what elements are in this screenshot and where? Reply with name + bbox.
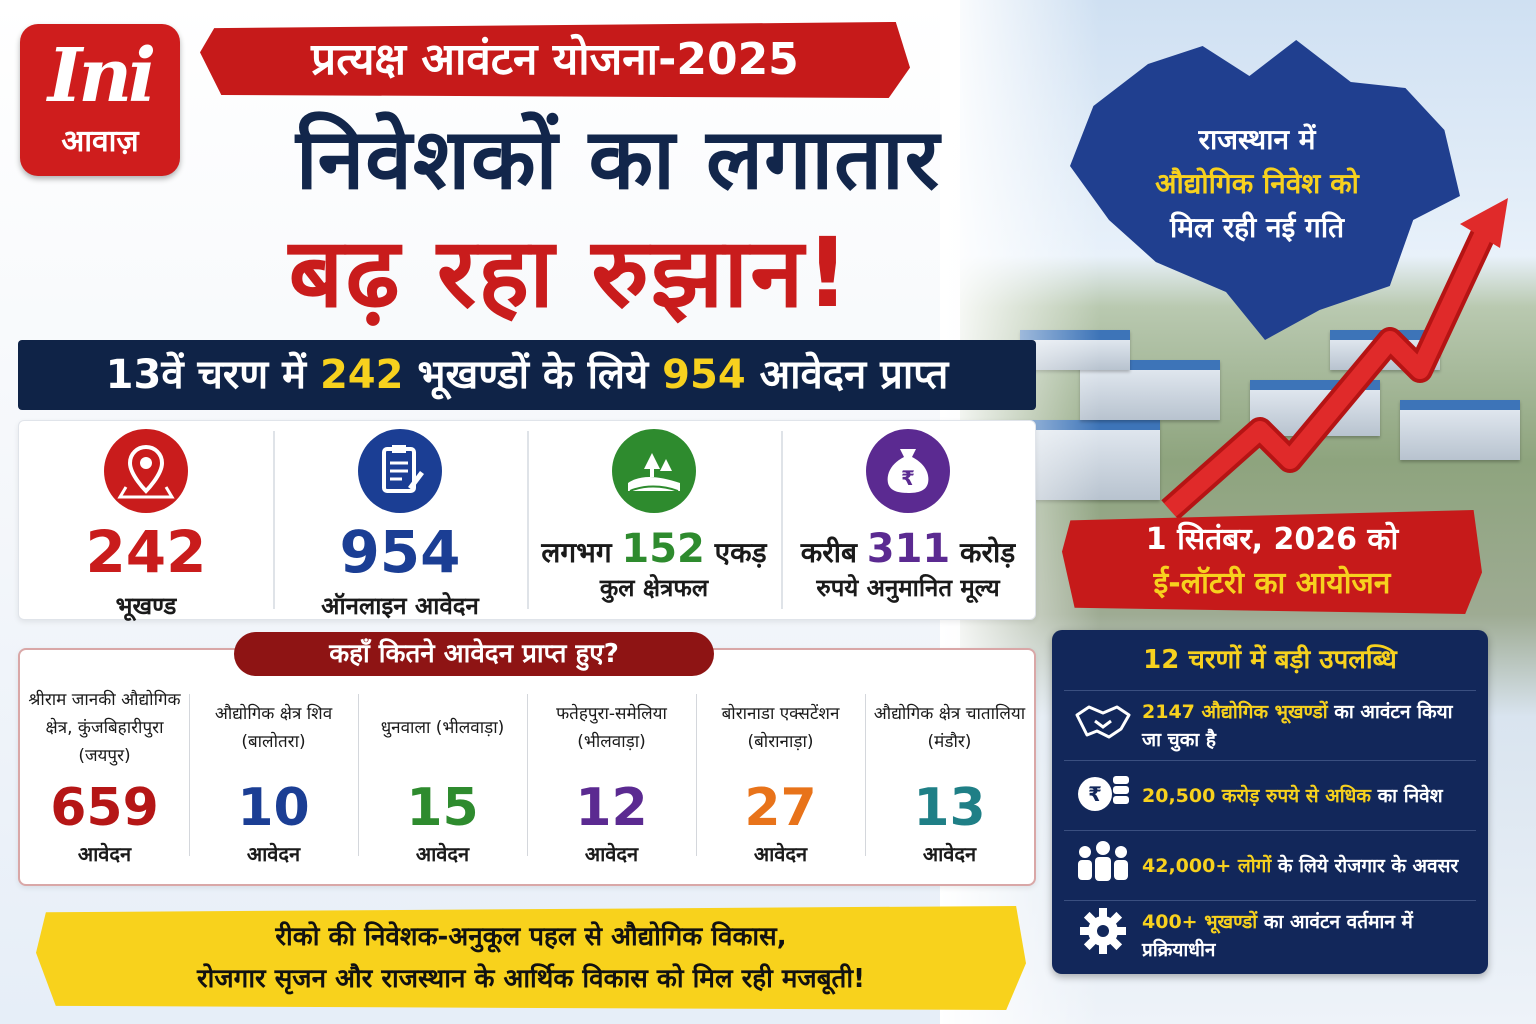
map-line3: मिल रही नई गति xyxy=(1169,211,1345,244)
application-count: 10 xyxy=(237,778,310,838)
headline-line2: बढ़ रहा रुझान! xyxy=(288,217,852,329)
applications-box: कहाँ कितने आवेदन प्राप्त हुए? श्रीराम जा… xyxy=(18,632,1036,886)
people-icon xyxy=(1064,838,1142,894)
logo-name: आवाज़ xyxy=(61,124,139,159)
footer-line2: रोजगार सृजन और राजस्थान के आर्थिक विकास … xyxy=(197,964,865,994)
footer-banner: रीको की निवेशक-अनुकूल पहल से औद्योगिक वि… xyxy=(36,906,1026,1010)
achievement-1-text: का आवंटन किया जा चुका है xyxy=(1142,700,1453,751)
achievement-4-highlight: 400+ भूखण्डों xyxy=(1142,910,1258,933)
application-unit-label: आवेदन xyxy=(246,842,301,866)
stat-area-number: 152 xyxy=(621,526,705,572)
application-area-name: बोरानाडा एक्सटेंशन (बोरानाड़ा) xyxy=(721,704,840,752)
application-item: श्रीराम जानकी औद्योगिक क्षेत्र, कुंजबिहा… xyxy=(20,680,189,876)
coins-icon: ₹ xyxy=(1064,768,1142,824)
money-bag-icon: ₹ xyxy=(866,429,950,513)
application-count: 659 xyxy=(50,778,159,838)
land-icon xyxy=(612,429,696,513)
growth-arrow-icon xyxy=(1161,198,1508,520)
map-line2: औद्योगिक निवेश को xyxy=(1155,167,1359,200)
location-pin-icon xyxy=(104,429,188,513)
achievement-1-highlight: 2147 औद्योगिक भूखण्डों xyxy=(1142,700,1328,723)
applications-row: श्रीराम जानकी औद्योगिक क्षेत्र, कुंजबिहा… xyxy=(20,680,1034,876)
lottery-event: ई-लॉटरी का आयोजन xyxy=(1153,566,1391,601)
achievement-item: 42,000+ लोगों के लिये रोजगार के अवसर xyxy=(1064,830,1476,900)
stat-area-value: लगभग 152 एकड़ xyxy=(527,529,781,573)
achievements-title: 12 चरणों में बड़ी उपलब्धि xyxy=(1143,645,1397,675)
achievement-4-text: का आवंटन वर्तमान में प्रक्रियाधीन xyxy=(1142,910,1413,961)
application-item: बोरानाडा एक्सटेंशन (बोरानाड़ा) 27 आवेदन xyxy=(696,680,865,876)
stat-plots: 242 भूखण्ड xyxy=(19,421,273,620)
application-count: 12 xyxy=(575,778,648,838)
application-item: औद्योगिक क्षेत्र चातालिया (मंडौर) 13 आवेदन xyxy=(865,680,1034,876)
phase-plots: 242 xyxy=(319,352,404,398)
achievement-2-highlight: 20,500 करोड़ रुपये से अधिक xyxy=(1142,784,1371,807)
map-caption: राजस्थान में औद्योगिक निवेश को मिल रही न… xyxy=(1112,118,1402,250)
stat-area: लगभग 152 एकड़ कुल क्षेत्रफल xyxy=(527,421,781,619)
application-count: 27 xyxy=(744,778,817,838)
application-area-name: श्रीराम जानकी औद्योगिक क्षेत्र, कुंजबिहा… xyxy=(28,690,181,766)
svg-text:₹: ₹ xyxy=(1088,782,1102,806)
application-item: औद्योगिक क्षेत्र शिव (बालोतरा) 10 आवेदन xyxy=(189,680,358,876)
svg-text:₹: ₹ xyxy=(901,466,915,490)
phase-middle: भूखण्डों के लिये xyxy=(403,352,663,398)
application-count: 13 xyxy=(913,778,986,838)
lottery-banner: 1 सितंबर, 2026 को ई-लॉटरी का आयोजन xyxy=(1062,510,1482,614)
headline-line1: निवेशकों का लगातार xyxy=(295,110,941,208)
stat-value-prefix: करीब xyxy=(800,536,867,569)
stat-applications: 954 ऑनलाइन आवेदन xyxy=(273,421,527,620)
application-unit-label: आवेदन xyxy=(584,842,639,866)
application-area-name: औद्योगिक क्षेत्र चातालिया (मंडौर) xyxy=(873,704,1026,752)
phase-applications: 954 xyxy=(662,352,746,398)
map-line1: राजस्थान में xyxy=(1198,123,1316,156)
stat-value-number: 311 xyxy=(866,526,951,572)
scheme-banner: प्रत्यक्ष आवंटन योजना-2025 xyxy=(200,22,910,98)
logo: Ini आवाज़ xyxy=(20,24,180,176)
achievement-item: 2147 औद्योगिक भूखण्डों का आवंटन किया जा … xyxy=(1064,690,1476,760)
achievements-panel: 12 चरणों में बड़ी उपलब्धि 2147 औद्योगिक … xyxy=(1052,630,1488,974)
stat-applications-label: ऑनलाइन आवेदन xyxy=(321,592,479,620)
achievement-item: ₹ 20,500 करोड़ रुपये से अधिक का निवेश xyxy=(1064,760,1476,830)
stat-applications-value: 954 xyxy=(339,518,461,586)
application-area-name: धुनवाला (भीलवाड़ा) xyxy=(380,718,505,738)
phase-summary-bar: 13वें चरण में 242 भूखण्डों के लिये 954 आ… xyxy=(18,340,1036,410)
application-unit-label: आवेदन xyxy=(415,842,470,866)
logo-mark: Ini xyxy=(47,33,157,119)
footer-line1: रीको की निवेशक-अनुकूल पहल से औद्योगिक वि… xyxy=(275,922,787,952)
achievement-2-text: का निवेश xyxy=(1370,784,1443,807)
stat-area-label: कुल क्षेत्रफल xyxy=(599,574,709,602)
application-item: फतेहपुरा-समेलिया (भीलवाड़ा) 12 आवेदन xyxy=(527,680,696,876)
stat-area-prefix: लगभग xyxy=(541,536,622,569)
stat-value-label: रुपये अनुमानित मूल्य xyxy=(816,574,1000,602)
application-item: धुनवाला (भीलवाड़ा) 15 आवेदन xyxy=(358,680,527,876)
stat-value-suffix: करोड़ xyxy=(950,536,1016,569)
application-unit-label: आवेदन xyxy=(77,842,132,866)
application-unit-label: आवेदन xyxy=(753,842,808,866)
stat-value: ₹ करीब 311 करोड़ रुपये अनुमानित मूल्य xyxy=(781,421,1035,619)
achievement-3-highlight: 42,000+ लोगों xyxy=(1142,854,1272,877)
stat-value-value: करीब 311 करोड़ xyxy=(781,529,1035,573)
application-unit-label: आवेदन xyxy=(922,842,977,866)
stats-row: 242 भूखण्ड 954 ऑनलाइन आवेदन लगभग 152 एकड… xyxy=(18,420,1036,620)
phase-suffix: आवेदन प्राप्त xyxy=(745,352,949,398)
application-count: 15 xyxy=(406,778,479,838)
achievement-item: 400+ भूखण्डों का आवंटन वर्तमान में प्रक्… xyxy=(1064,900,1476,970)
gear-icon xyxy=(1064,906,1142,966)
applications-title: कहाँ कितने आवेदन प्राप्त हुए? xyxy=(234,632,714,676)
stat-plots-value: 242 xyxy=(85,518,207,586)
application-area-name: फतेहपुरा-समेलिया (भीलवाड़ा) xyxy=(556,704,667,752)
clipboard-icon xyxy=(358,429,442,513)
achievement-3-text: के लिये रोजगार के अवसर xyxy=(1271,854,1459,877)
lottery-date: 1 सितंबर, 2026 को xyxy=(1145,522,1399,557)
handshake-icon xyxy=(1064,701,1142,751)
application-area-name: औद्योगिक क्षेत्र शिव (बालोतरा) xyxy=(214,704,333,752)
stat-plots-label: भूखण्ड xyxy=(115,592,177,620)
phase-prefix: 13वें चरण में xyxy=(105,352,320,398)
stat-area-suffix: एकड़ xyxy=(704,536,767,569)
